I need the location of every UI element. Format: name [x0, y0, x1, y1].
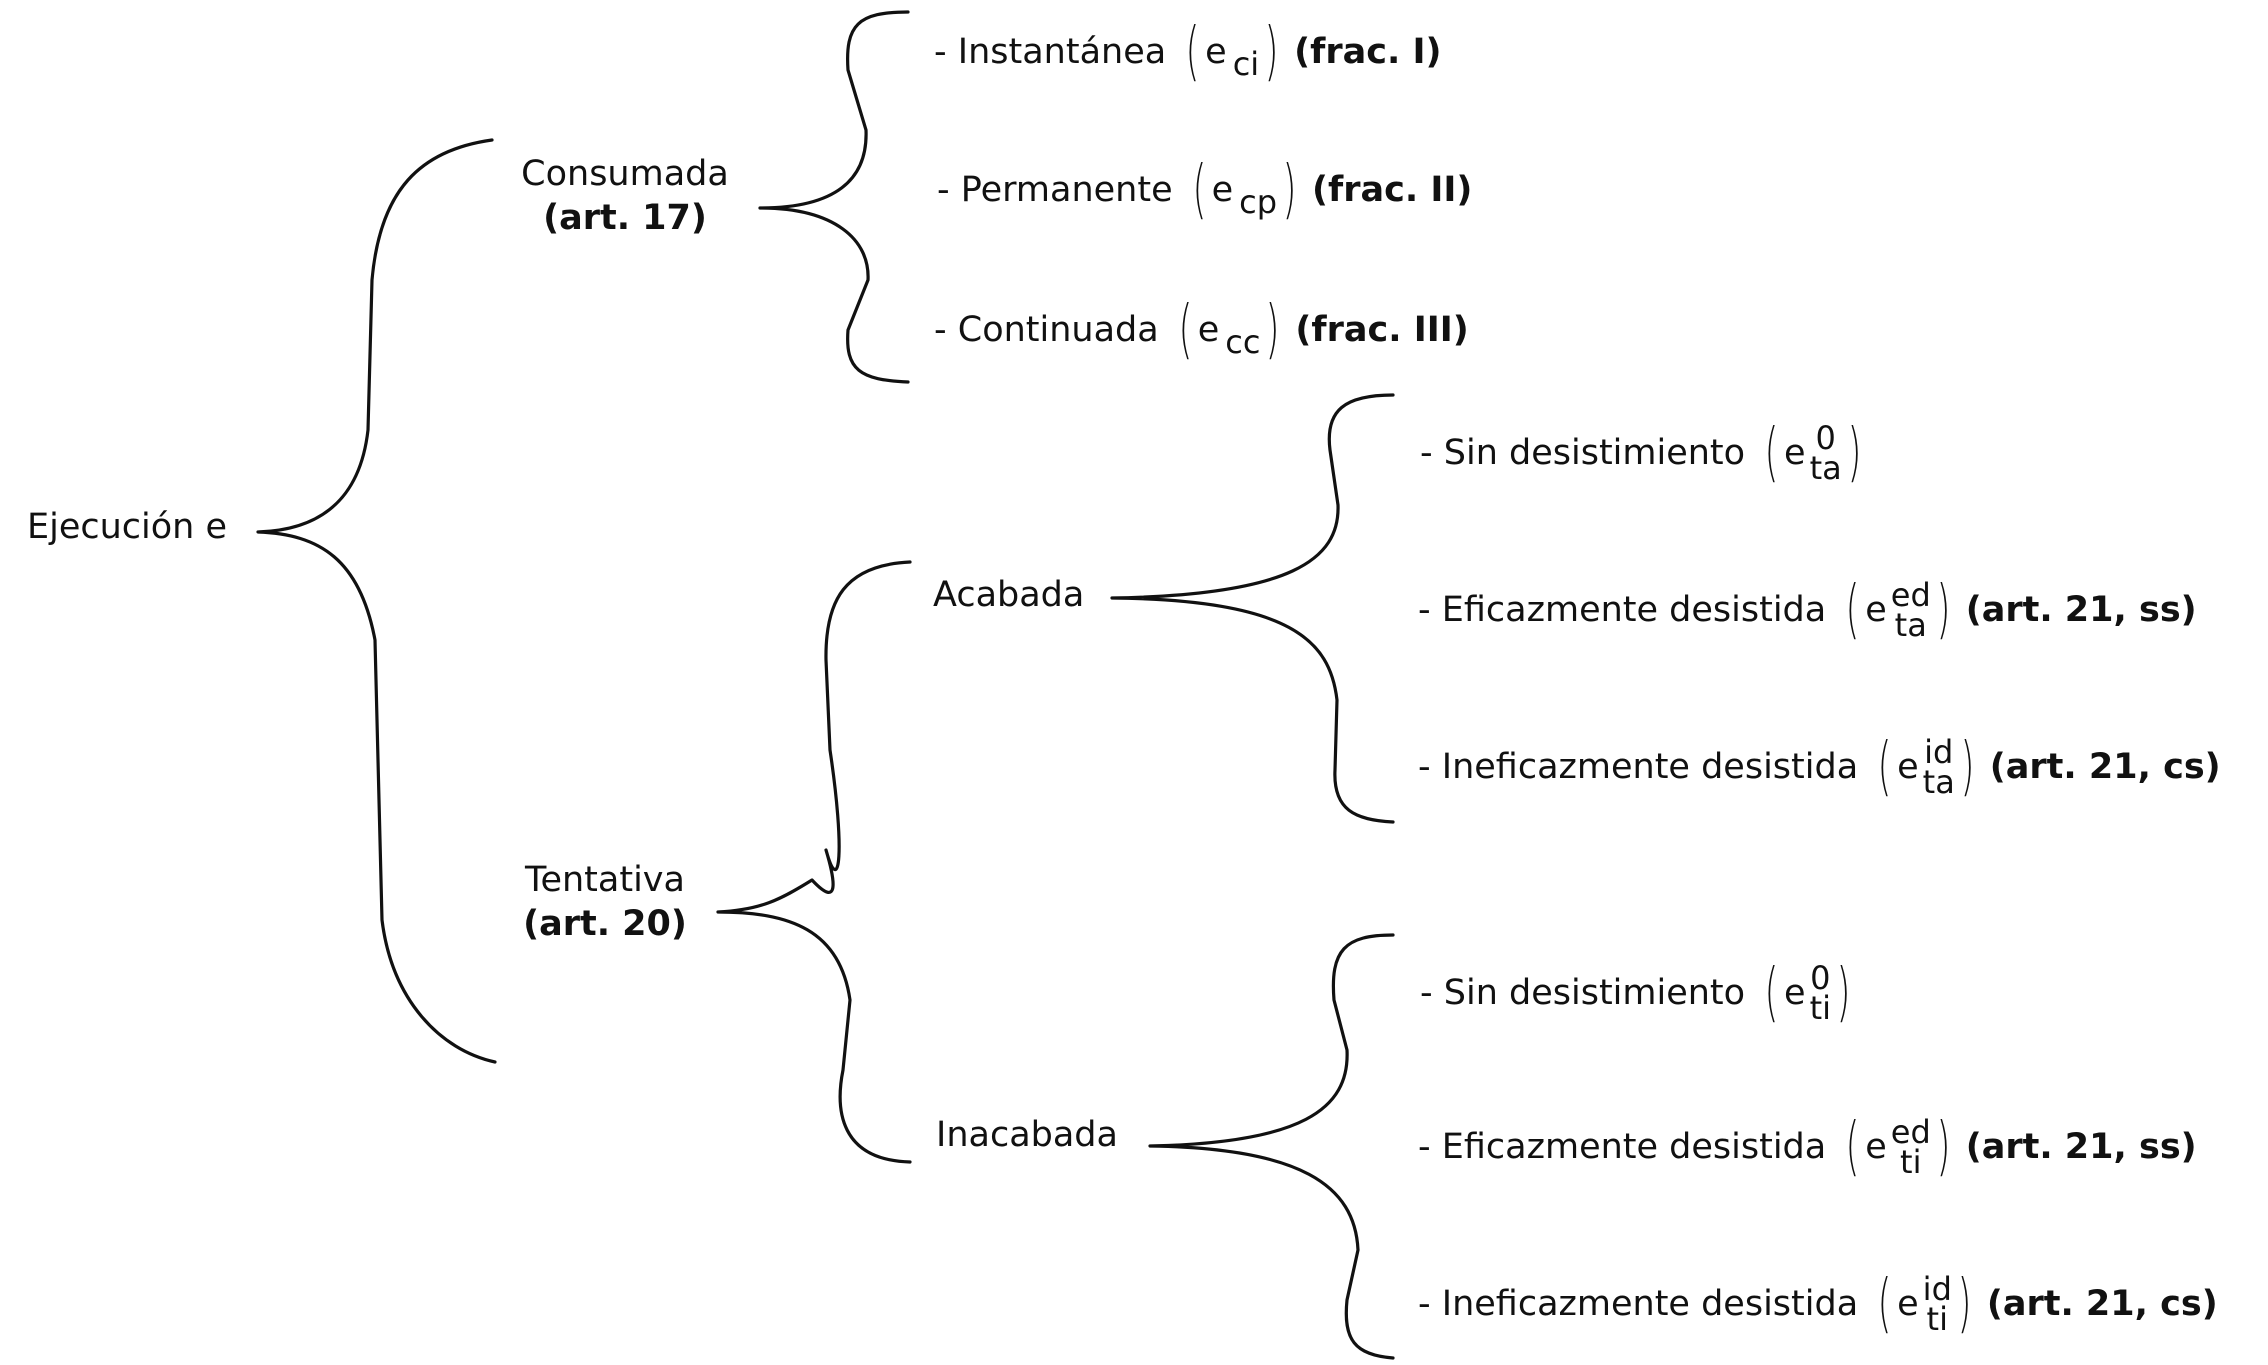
leaf-inacabada-ineficaz: - Ineficazmente desistida ( e id ti ) (ar… [1418, 1267, 2218, 1341]
sym-sub: ti [1809, 989, 1832, 1027]
sym-sub: ti [1926, 1300, 1948, 1338]
sym-e: e [1211, 170, 1234, 210]
leaf-acabada-sin: - Sin desistimiento ( e 0 ta ) [1420, 416, 1862, 490]
sym-sup: ed [1890, 1113, 1931, 1151]
leaf-acabada-eficaz: - Eficazmente desistida ( e ed ta ) (art.… [1418, 573, 2197, 647]
brace-inacabada [1148, 933, 1395, 1360]
sym-sup: 0 [1815, 419, 1836, 457]
leaf-label: - Sin desistimiento [1420, 973, 1746, 1013]
consumada-ref: (art. 17) [543, 198, 707, 238]
leaf-label: - Ineficazmente desistida [1418, 747, 1859, 787]
leaf-continuada: - Continuada ( e cc ) (frac. III) [934, 293, 1469, 367]
brace-consumada [758, 10, 910, 384]
sym-sub: ta [1809, 449, 1842, 487]
sym-sup: 0 [1810, 959, 1831, 997]
sym-e: e [1784, 433, 1806, 473]
leaf-ref: (art. 21, cs) [1986, 1284, 2218, 1324]
sym-sup: id [1924, 733, 1954, 771]
tentativa-label: Tentativa [525, 860, 685, 900]
acabada-label: Acabada [933, 575, 1085, 615]
sym-e: e [1865, 1127, 1887, 1167]
leaf-acabada-ineficaz: - Ineficazmente desistida ( e id ta ) (ar… [1418, 730, 2221, 804]
leaf-label: - Eficazmente desistida [1418, 1127, 1827, 1167]
leaf-label: - Instantánea [934, 32, 1167, 72]
root-label: Ejecución e [27, 507, 228, 547]
sym-e: e [1865, 590, 1887, 630]
leaf-label: - Permanente [937, 170, 1173, 210]
leaf-inacabada-eficaz: - Eficazmente desistida ( e ed ti ) (art.… [1418, 1110, 2197, 1184]
leaf-ref: (art. 21, ss) [1965, 590, 2197, 630]
leaf-instantanea: - Instantánea ( e ci ) (frac. I) [934, 15, 1442, 89]
brace-root [256, 138, 497, 1064]
leaf-label: - Eficazmente desistida [1418, 590, 1827, 630]
sym-sub: cc [1225, 323, 1261, 361]
sym-sub: cp [1239, 183, 1278, 221]
sym-sub: ta [1922, 763, 1955, 801]
leaf-ref: (art. 21, cs) [1989, 747, 2221, 787]
sym-e: e [1205, 32, 1227, 72]
sym-e: e [1784, 973, 1806, 1013]
leaf-ref: (art. 21, ss) [1965, 1127, 2197, 1167]
consumada-node: Consumada (art. 17) [505, 152, 745, 240]
sym-e: e [1197, 310, 1220, 350]
sym-sup: id [1922, 1270, 1952, 1308]
leaf-label: - Ineficazmente desistida [1418, 1284, 1859, 1324]
leaf-label: - Sin desistimiento [1420, 433, 1746, 473]
leaf-ref: (frac. I) [1294, 32, 1442, 72]
sym-e: e [1897, 747, 1919, 787]
sym-e: e [1897, 1284, 1919, 1324]
inacabada-label: Inacabada [936, 1115, 1118, 1155]
consumada-label: Consumada [521, 154, 729, 194]
sym-sub: ti [1900, 1143, 1922, 1181]
brace-tentativa [716, 560, 912, 1164]
sym-sup: ed [1890, 576, 1931, 614]
sym-sub: ta [1894, 606, 1927, 644]
leaf-ref: (frac. II) [1312, 170, 1473, 210]
leaf-inacabada-sin: - Sin desistimiento ( e 0 ti ) [1420, 956, 1851, 1030]
leaf-permanente: - Permanente ( e cp ) (frac. II) [937, 153, 1473, 227]
leaf-label: - Continuada [934, 310, 1159, 350]
leaf-ref: (frac. III) [1295, 310, 1469, 350]
sym-sub: ci [1232, 45, 1260, 83]
tentativa-ref: (art. 20) [523, 904, 687, 944]
brace-acabada [1110, 393, 1395, 824]
tentativa-node: Tentativa (art. 20) [490, 858, 720, 946]
